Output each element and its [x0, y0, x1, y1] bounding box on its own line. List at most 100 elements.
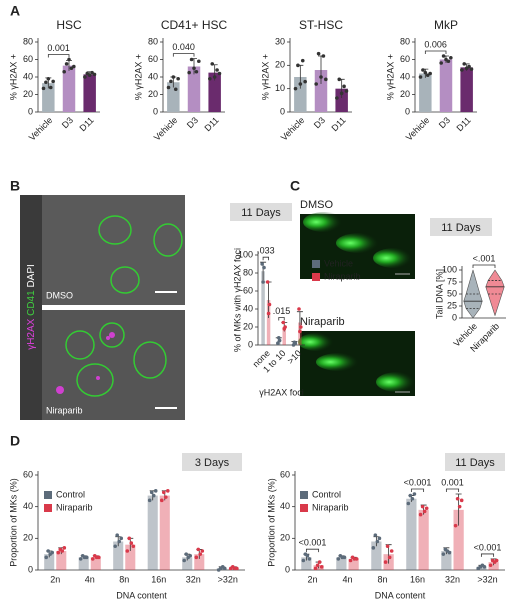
bar: [488, 562, 499, 570]
bar: [301, 557, 312, 570]
bar: [335, 88, 348, 112]
data-point: [217, 71, 222, 76]
significance-label: 0.006: [424, 39, 447, 49]
data-point: [196, 547, 201, 552]
condition-box: [182, 453, 242, 471]
data-point: [260, 262, 264, 266]
data-point: [408, 493, 413, 498]
data-point: [298, 82, 303, 86]
data-point: [412, 492, 417, 496]
data-point: [119, 536, 124, 541]
x-tick-label: D3: [60, 115, 75, 130]
legend-swatch: [44, 504, 52, 512]
panel-label: D: [10, 433, 20, 449]
significance-bracket: [480, 553, 495, 557]
significance-bracket: [305, 548, 320, 553]
chart-title: ST-HSC: [299, 18, 343, 32]
data-point: [319, 565, 324, 569]
x-tick-label: D3: [185, 115, 200, 130]
data-point: [276, 341, 280, 346]
y-tick-label: 80: [400, 36, 410, 46]
data-point: [262, 265, 266, 270]
x-tick-label: 2n: [307, 574, 317, 584]
bar: [336, 557, 347, 570]
data-point: [385, 544, 390, 549]
data-point: [97, 555, 101, 560]
data-point: [421, 68, 425, 72]
data-point: [64, 62, 69, 66]
channel-label: γH2AX CD41 DAPI: [26, 264, 37, 350]
y-axis-label: % γH2AX +: [8, 54, 18, 100]
data-point: [406, 501, 411, 506]
data-point: [153, 489, 158, 493]
data-point: [299, 325, 303, 329]
bar: [147, 495, 158, 570]
y-tick-label: 80: [148, 36, 158, 46]
data-point: [173, 87, 178, 92]
data-point: [161, 490, 166, 495]
data-point: [115, 533, 120, 537]
data-point: [300, 58, 305, 63]
y-tick-label: 60: [280, 469, 290, 479]
bar: [371, 541, 382, 570]
x-tick-label: D11: [329, 115, 347, 133]
x-tick-label: 32n: [445, 574, 460, 584]
data-point: [182, 558, 186, 563]
significance-label: 0.040: [172, 42, 195, 52]
bar: [125, 544, 136, 570]
data-point: [313, 566, 318, 571]
data-point: [297, 307, 301, 311]
data-point: [283, 325, 287, 329]
condition-label: 3 Days: [195, 457, 230, 469]
image-label: Niraparib: [46, 405, 83, 415]
condition-label: 11 Days: [441, 222, 481, 234]
panel-label: C: [290, 178, 300, 194]
data-point: [131, 544, 136, 549]
data-point: [171, 75, 176, 79]
data-point: [342, 84, 346, 89]
violin: [463, 269, 483, 319]
data-point: [373, 533, 378, 537]
y-tick-label: 25: [447, 300, 457, 310]
significance-label: <.001: [473, 253, 496, 263]
y-tick-label: 20: [243, 321, 253, 331]
data-point: [314, 82, 318, 86]
bar: [78, 557, 89, 570]
x-tick-label: D11: [202, 115, 220, 133]
significance-bracket: [445, 488, 460, 492]
data-point: [159, 498, 164, 503]
y-axis-label: % γH2AX +: [385, 54, 395, 100]
legend-swatch: [300, 504, 308, 512]
data-point: [336, 557, 341, 561]
data-point: [92, 72, 97, 77]
data-point: [189, 57, 194, 62]
y-tick-label: 0: [248, 339, 253, 349]
data-point: [449, 55, 453, 60]
y-axis-label: % γH2AX +: [260, 54, 270, 100]
data-point: [210, 62, 215, 66]
image-label: DMSO: [46, 290, 73, 300]
data-point: [125, 549, 130, 553]
legend-swatch: [312, 260, 320, 268]
legend-swatch: [44, 491, 52, 499]
axis-line: [37, 471, 245, 571]
legend-label: Niraparib: [324, 271, 361, 281]
data-point: [56, 550, 61, 555]
x-axis-label: γH2AX foci: [259, 387, 304, 397]
bar: [56, 551, 67, 570]
data-point: [149, 490, 154, 495]
data-point: [46, 549, 51, 553]
bar: [282, 327, 286, 345]
y-tick-label: 60: [148, 54, 158, 64]
significance-label: <0.001: [404, 477, 432, 487]
bar: [44, 554, 55, 570]
data-point: [296, 63, 300, 68]
bar: [439, 59, 453, 112]
x-tick-label: Vehicle: [279, 115, 307, 143]
y-tick-label: 20: [280, 533, 290, 543]
bar: [182, 557, 193, 570]
data-point: [339, 91, 344, 96]
data-point: [44, 80, 48, 85]
y-tick-label: 100: [238, 249, 253, 259]
x-tick-label: 4n: [85, 574, 95, 584]
